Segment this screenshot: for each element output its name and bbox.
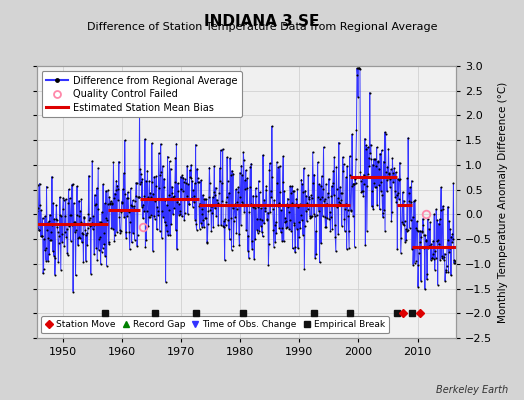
Legend: Station Move, Record Gap, Time of Obs. Change, Empirical Break: Station Move, Record Gap, Time of Obs. C… [41, 316, 389, 334]
Text: INDIANA 3 SE: INDIANA 3 SE [204, 14, 320, 29]
Text: Difference of Station Temperature Data from Regional Average: Difference of Station Temperature Data f… [87, 22, 437, 32]
Y-axis label: Monthly Temperature Anomaly Difference (°C): Monthly Temperature Anomaly Difference (… [498, 81, 508, 323]
Text: Berkeley Earth: Berkeley Earth [436, 385, 508, 395]
